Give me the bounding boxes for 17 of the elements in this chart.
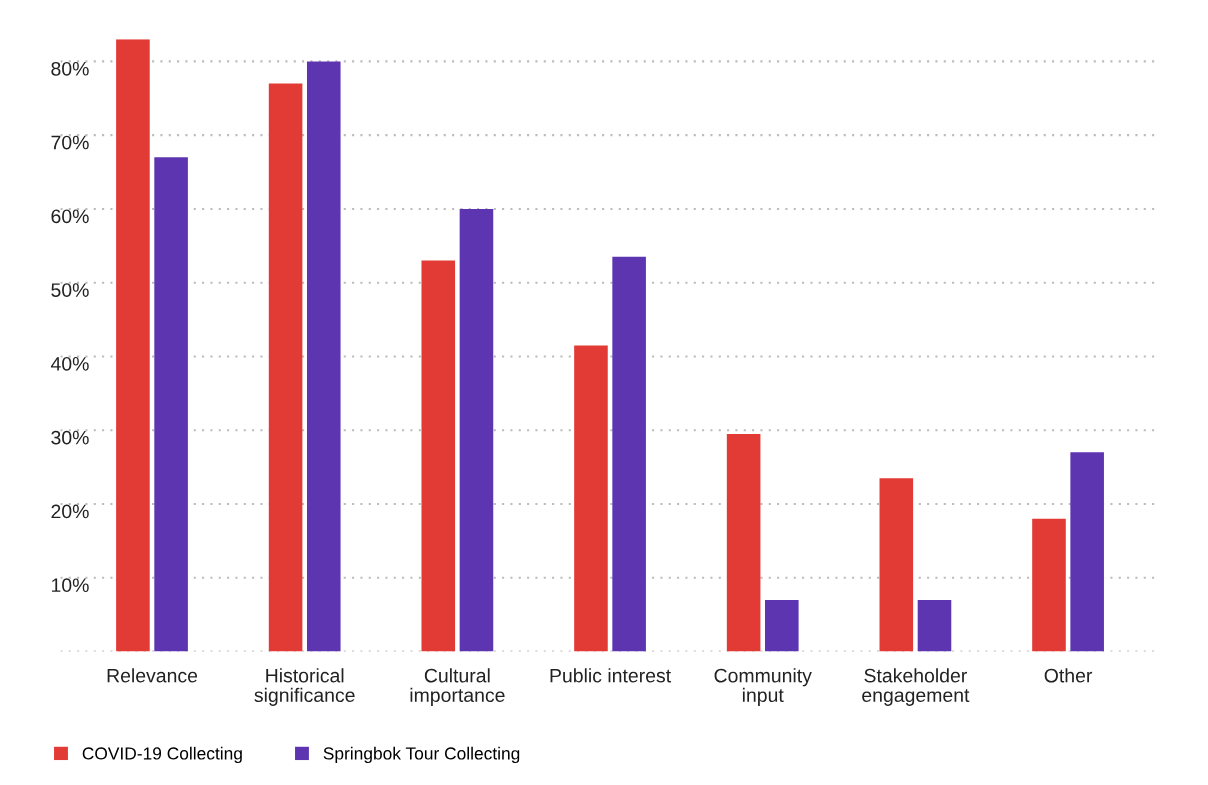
x-tick-label: Other — [1044, 668, 1093, 683]
x-tick-label: Relevance — [107, 668, 198, 683]
x-tick-label: Historical significance — [254, 668, 355, 706]
y-tick-label: 80% — [51, 61, 89, 76]
y-tick-label: 70% — [51, 135, 89, 150]
y-tick-label: 20% — [51, 504, 89, 519]
legend-label: COVID-19 Collecting — [82, 746, 242, 764]
y-tick-label: 10% — [51, 578, 89, 593]
x-tick-label: Community input — [714, 668, 812, 706]
y-tick-label: 60% — [51, 209, 89, 224]
y-tick-label: 40% — [50, 356, 89, 371]
legend-label: Springbok Tour Collecting — [323, 746, 520, 764]
y-tick-label: 50% — [51, 283, 89, 297]
y-tick-label: 30% — [51, 430, 89, 445]
x-tick-label: Stakeholder engagement — [862, 668, 970, 706]
x-tick-label: Public interest — [550, 668, 671, 683]
x-tick-label: Cultural importance — [410, 668, 505, 706]
